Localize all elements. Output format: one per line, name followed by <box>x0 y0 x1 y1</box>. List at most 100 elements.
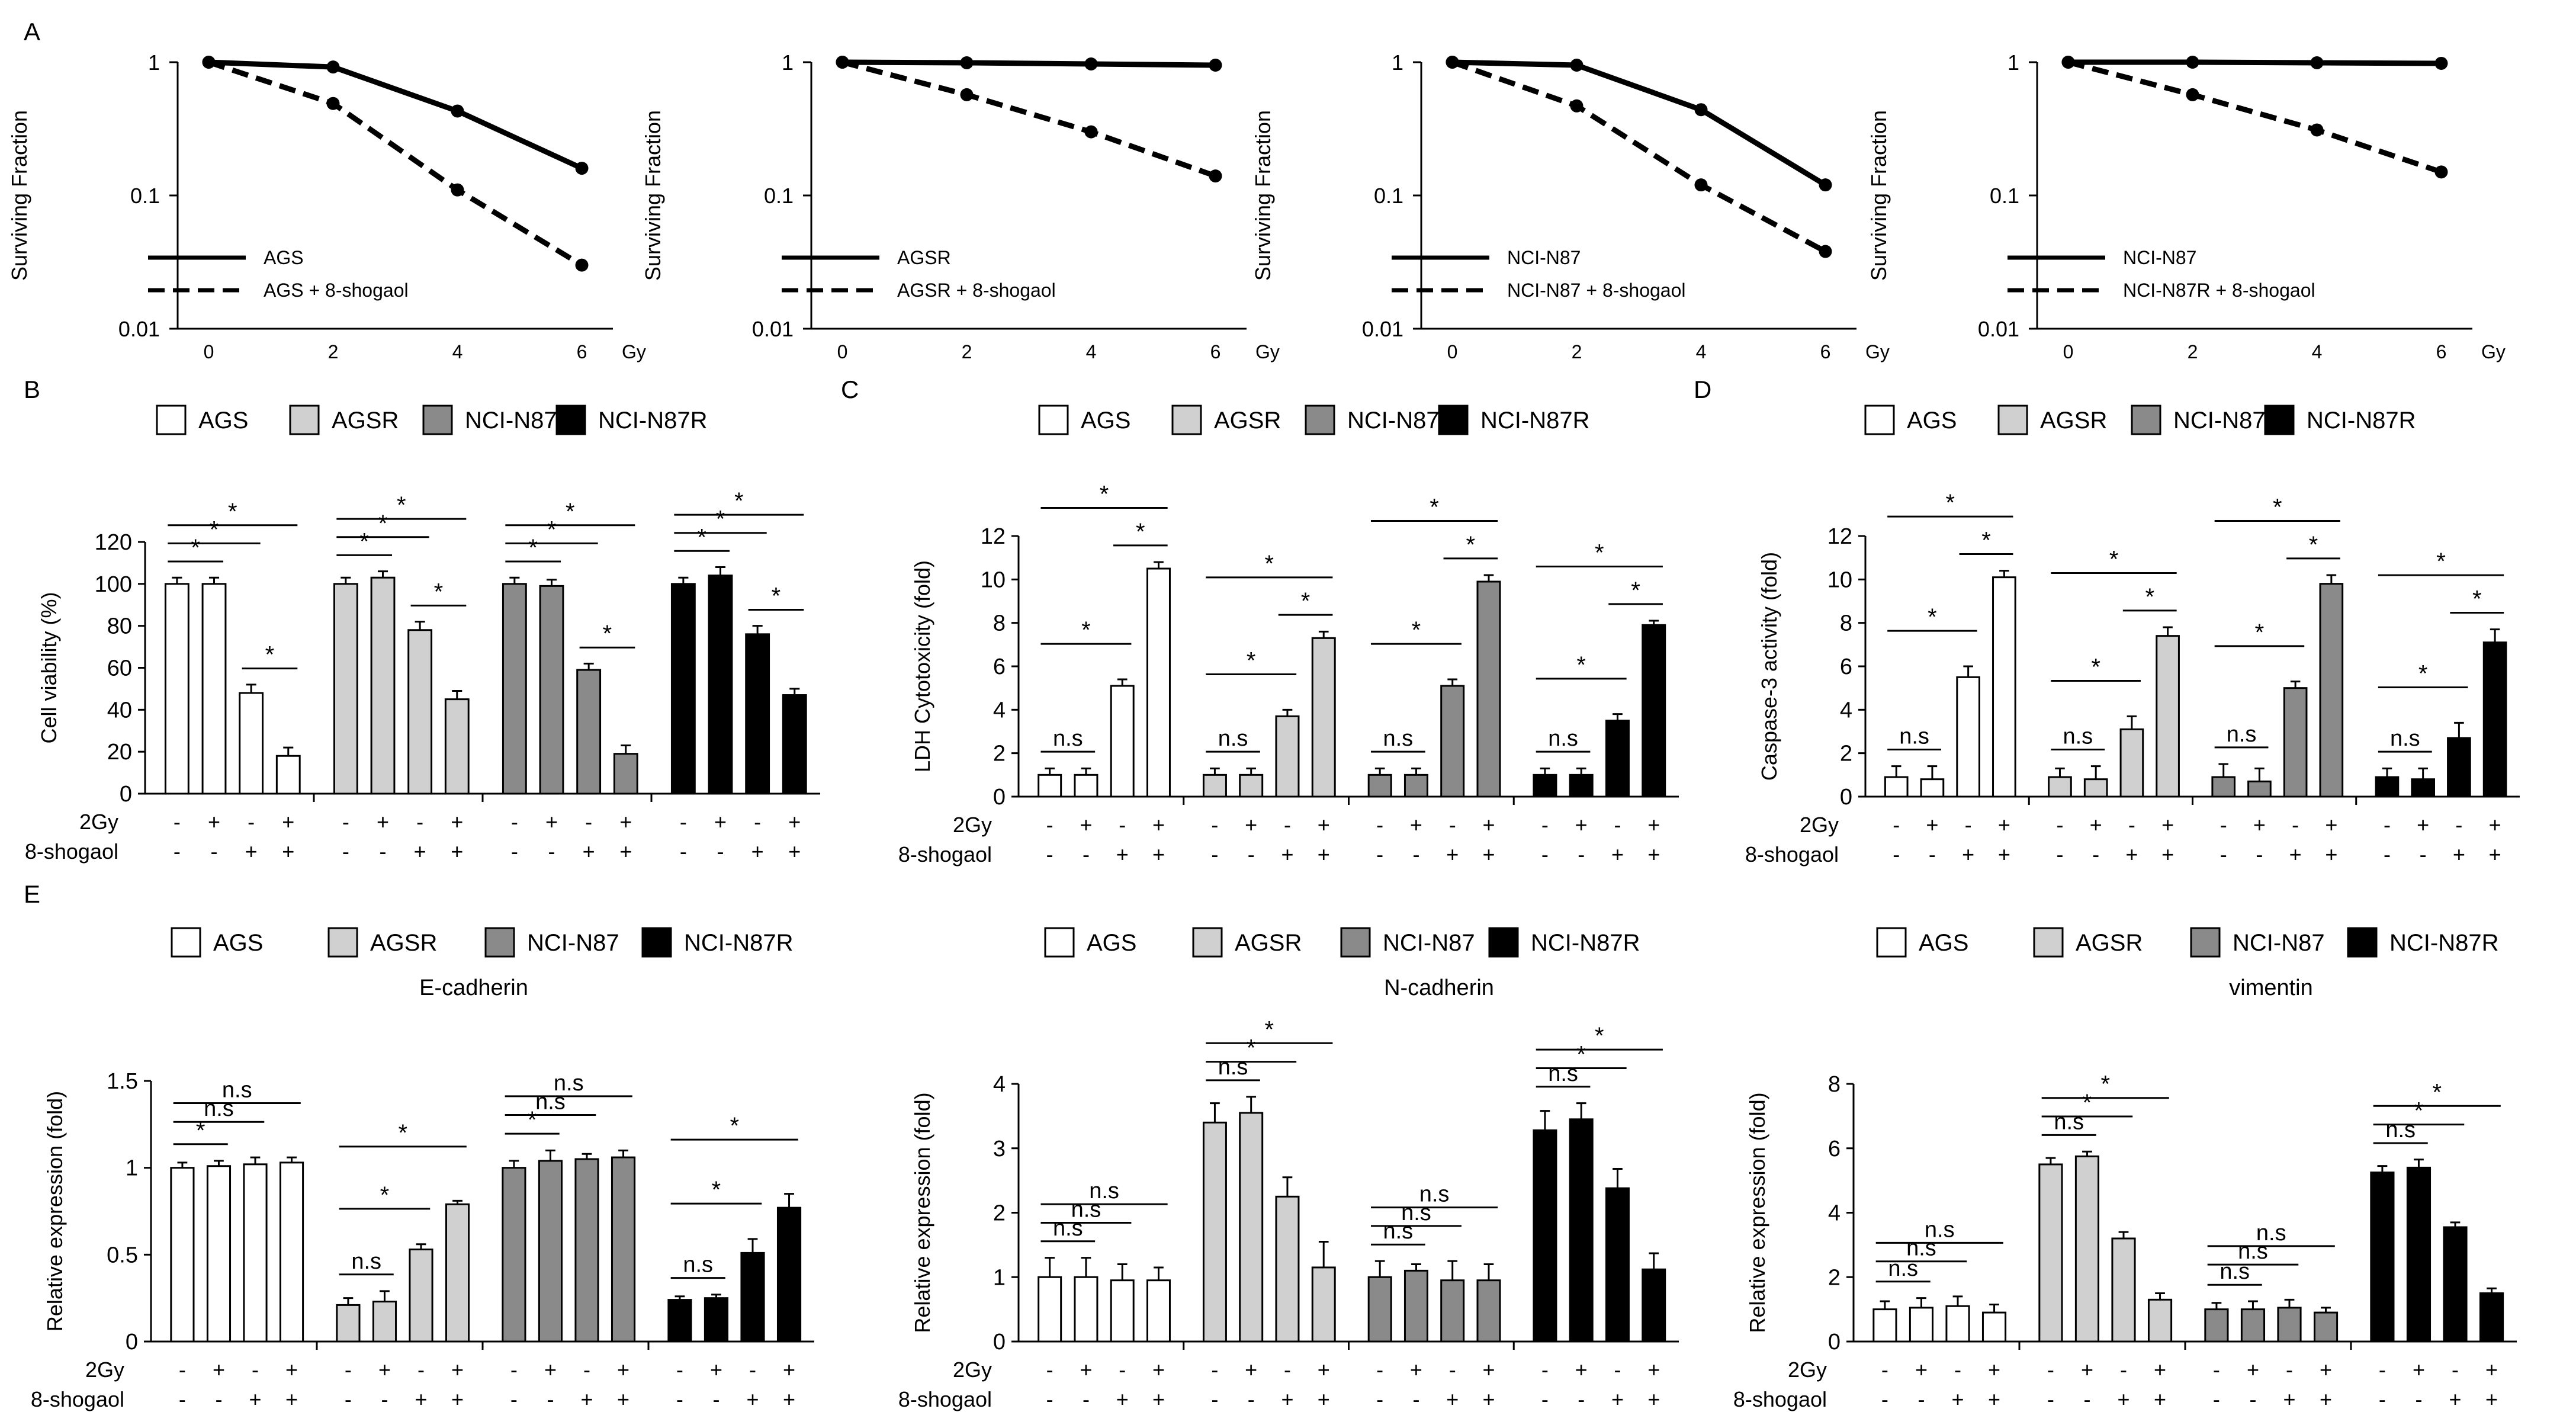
data-point <box>1819 245 1832 258</box>
significance-ns: n.s <box>1906 1236 1936 1261</box>
legend-label: AGSR <box>1214 407 1281 434</box>
condition-sign: - <box>1119 813 1126 837</box>
bar <box>2083 778 2108 798</box>
condition-sign: - <box>1376 1358 1383 1382</box>
bar <box>1476 1279 1501 1343</box>
condition-sign: - <box>583 1358 590 1382</box>
significance-star: * <box>2309 532 2318 558</box>
condition-sign: - <box>179 1387 186 1411</box>
bar <box>1642 1268 1666 1343</box>
legend-label: AGSR <box>370 930 437 956</box>
condition-sign: + <box>2247 1358 2259 1382</box>
condition-sign: + <box>2117 1387 2129 1411</box>
condition-sign: - <box>2256 842 2263 867</box>
bar <box>1569 1118 1594 1343</box>
legend-swatch <box>289 405 320 435</box>
condition-sign: - <box>1083 1387 1090 1411</box>
bar <box>2283 687 2308 798</box>
bar <box>1202 774 1227 798</box>
bar <box>667 1299 692 1343</box>
significance-star: * <box>1430 494 1439 520</box>
x-tick-label: 2 <box>1572 341 1582 362</box>
condition-sign: - <box>211 839 218 864</box>
significance-ns: n.s <box>1548 1061 1578 1086</box>
y-tick-label: 1.5 <box>107 1069 138 1094</box>
legend-swatch <box>555 405 586 435</box>
bar <box>776 1206 802 1343</box>
bar <box>1146 567 1171 798</box>
data-point <box>1694 103 1708 117</box>
panel-label-c: C <box>841 376 859 403</box>
significance-ns: n.s <box>1218 1055 1248 1080</box>
panel-label-b: B <box>24 376 40 403</box>
x-tick-label: 0 <box>837 341 848 362</box>
significance-star: * <box>1945 490 1955 516</box>
significance-star: * <box>528 1107 537 1133</box>
condition-sign: + <box>1446 1387 1459 1411</box>
x-tick-label: 2 <box>962 341 972 362</box>
chart-title: vimentin <box>2229 975 2313 1000</box>
condition-sign: - <box>676 1358 683 1382</box>
significance-star: * <box>697 524 706 550</box>
legend-label: NCI-N87R <box>1531 930 1640 956</box>
condition-sign: + <box>1318 842 1330 867</box>
bar <box>1038 1276 1062 1343</box>
bar <box>2482 641 2507 798</box>
x-axis-label: Gy <box>1865 341 1890 362</box>
data-point <box>1570 59 1583 72</box>
bar <box>1956 676 1980 798</box>
bar <box>164 583 189 795</box>
condition-sign: + <box>783 1387 795 1411</box>
condition-sign: - <box>1954 1358 1961 1382</box>
data-point <box>451 104 464 118</box>
condition-sign: + <box>1318 1387 1330 1411</box>
significance-star: * <box>2100 1071 2110 1098</box>
y-axis-label: Surviving Fraction <box>1867 110 1891 281</box>
chart-title: N-cadherin <box>1384 975 1494 1000</box>
condition-sign: - <box>1376 842 1383 867</box>
data-point <box>1209 59 1222 72</box>
condition-sign: - <box>2056 813 2063 837</box>
x-tick-label: 6 <box>1210 341 1221 362</box>
y-tick-label: 40 <box>107 698 132 723</box>
y-tick-label: 4 <box>1840 698 1852 723</box>
condition-sign: - <box>1046 842 1053 867</box>
legend-label: NCI-N87R <box>2389 930 2498 956</box>
condition-sign: - <box>345 1358 352 1382</box>
condition-sign: - <box>1211 813 1218 837</box>
y-axis-label: Surviving Fraction <box>7 110 31 281</box>
y-axis-label: Relative expression (fold) <box>43 1091 67 1331</box>
data-point <box>326 60 340 74</box>
y-tick-label: 6 <box>993 654 1006 679</box>
condition-sign: + <box>1988 1387 2000 1411</box>
x-tick-label: 6 <box>577 341 587 362</box>
condition-sign: + <box>1998 813 2010 837</box>
bar <box>1403 774 1428 798</box>
legend-swatch <box>1038 405 1069 435</box>
condition-sign: - <box>2128 813 2135 837</box>
bar <box>1311 637 1336 798</box>
significance-star: * <box>434 579 444 605</box>
legend-swatch <box>1876 927 1907 958</box>
legend-swatch <box>1044 927 1075 958</box>
significance-star: * <box>772 583 781 609</box>
condition-sign: + <box>580 1387 593 1411</box>
legend-swatch <box>484 927 515 958</box>
legend-label: NCI-N87R + 8-shogaol <box>2123 280 2315 301</box>
significance-ns: n.s <box>1053 726 1083 751</box>
condition-sign: + <box>1281 1387 1293 1411</box>
condition-sign: + <box>1611 1387 1624 1411</box>
condition-sign: - <box>1578 1387 1585 1411</box>
legend-swatch <box>1488 927 1519 958</box>
significance-star: * <box>1247 1035 1256 1061</box>
condition-sign: - <box>1541 813 1549 837</box>
significance-ns: n.s <box>1548 726 1578 751</box>
condition-sign: - <box>2384 813 2391 837</box>
significance-ns: n.s <box>683 1253 713 1278</box>
y-tick-label: 0.01 <box>118 317 160 341</box>
condition-row-label: 2Gy <box>79 810 118 834</box>
x-tick-label: 2 <box>2188 341 2198 362</box>
bar <box>2074 1155 2100 1343</box>
bar <box>576 669 602 795</box>
condition-sign: - <box>174 810 181 834</box>
